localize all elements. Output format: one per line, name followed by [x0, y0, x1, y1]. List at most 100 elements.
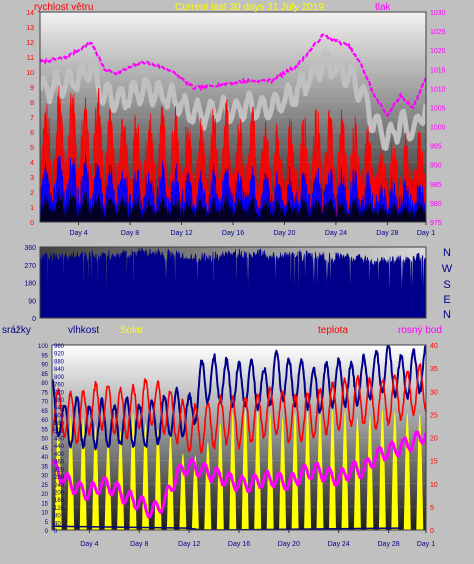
y-tick-label-left: 6	[30, 130, 34, 137]
y-tick-label-solar: 80	[54, 514, 61, 520]
y-tick-label-solar: 600	[54, 413, 65, 419]
temperature-label: teplota	[318, 325, 348, 336]
y-tick-label-solar: 840	[54, 367, 65, 373]
solar-day-bar	[204, 441, 212, 530]
y-tick-label-rain: 85	[41, 372, 48, 378]
solar-day-bar	[166, 435, 174, 530]
solar-day-bar	[254, 408, 262, 530]
y-tick-label-left: 5	[30, 145, 34, 152]
solar-day-bar	[329, 408, 336, 530]
x-tick-label: Day 28	[376, 230, 398, 237]
y-tick-label-temperature: 15	[430, 459, 438, 466]
solar-day-bar	[229, 412, 237, 530]
y-tick-label-right: 995	[430, 144, 442, 151]
y-tick-label-rain: 95	[41, 353, 48, 359]
y-tick-label-solar: 960	[54, 344, 65, 350]
y-tick-label-right: 1025	[430, 29, 446, 36]
y-tick-label-rain: 0	[45, 529, 49, 535]
y-tick-label: 270	[24, 263, 36, 270]
y-tick-label-left: 10	[26, 70, 34, 77]
solar-day-bar	[241, 408, 249, 530]
rain-label: srážky	[2, 325, 31, 336]
y-tick-label-left: 1	[30, 205, 34, 212]
solar-day-bar	[191, 454, 199, 530]
solar-day-bar	[266, 412, 274, 530]
x-tick-label: Day 1	[417, 541, 435, 548]
y-tick-label-left: 8	[30, 100, 34, 107]
humidity-label: vlhkost	[68, 325, 99, 336]
y-tick-label-solar: 120	[54, 506, 65, 512]
y-tick-label-rain: 55	[41, 427, 48, 433]
y-tick-label-solar: 0	[54, 529, 58, 535]
compass-letter-s: S	[443, 279, 450, 291]
x-tick-label: Day 24	[328, 541, 350, 548]
x-tick-label: Day 20	[278, 541, 300, 548]
y-tick-label-rain: 10	[41, 511, 48, 517]
y-tick-label: 90	[28, 298, 36, 305]
x-tick-label: Day 20	[273, 230, 295, 237]
y-tick-label-rain: 15	[41, 501, 48, 507]
y-tick-label-solar: 40	[54, 521, 61, 527]
y-tick-label-solar: 640	[54, 406, 65, 412]
y-tick-label-rain: 45	[41, 446, 48, 452]
solar-day-bar	[279, 416, 287, 530]
y-tick-label-solar: 480	[54, 437, 65, 443]
rain-series	[52, 525, 402, 530]
y-tick-label: 0	[32, 316, 36, 323]
y-tick-label-solar: 360	[54, 460, 65, 466]
y-tick-label-left: 11	[27, 55, 34, 62]
y-tick-label-right: 990	[430, 163, 442, 170]
y-tick-label-solar: 880	[54, 359, 65, 365]
pressure-band-line	[40, 51, 426, 151]
y-tick-label-right: 1005	[430, 105, 446, 112]
x-tick-label: Day 8	[121, 230, 139, 237]
y-tick-label-left: 12	[26, 40, 34, 47]
y-tick-label-solar: 320	[54, 467, 65, 473]
y-tick-label-right: 1010	[430, 86, 446, 93]
y-tick-label-left: 7	[30, 115, 34, 122]
y-tick-label-rain: 50	[41, 437, 48, 443]
x-tick-label: Day 1	[417, 230, 435, 237]
y-tick-label-solar: 680	[54, 398, 65, 404]
y-tick-label-solar: 440	[54, 444, 65, 450]
solar-day-bar	[416, 412, 424, 530]
x-tick-label: Day 12	[170, 230, 192, 237]
chart-title: Current last 30 days 31 July 2019	[175, 2, 324, 13]
x-tick-label: Day 28	[378, 541, 400, 548]
y-tick-label-solar: 280	[54, 475, 65, 481]
y-tick-label-temperature: 40	[430, 343, 438, 350]
solar-day-bar	[391, 410, 399, 530]
y-tick-label-rain: 20	[41, 492, 48, 498]
y-tick-label-left: 0	[30, 220, 34, 227]
x-tick-label: Day 16	[228, 541, 250, 548]
solar-day-bar	[378, 408, 386, 530]
y-tick-label-right: 980	[430, 201, 442, 208]
y-tick-label-right: 1015	[430, 67, 446, 74]
y-tick-label-rain: 65	[41, 409, 48, 415]
x-tick-label: Day 8	[130, 541, 148, 548]
solar-day-bar	[92, 424, 100, 530]
compass-letter-n-top: N	[443, 247, 451, 259]
wind-direction-series	[40, 247, 426, 318]
y-tick-label-rain: 30	[41, 474, 48, 480]
y-tick-label-temperature: 35	[430, 366, 438, 373]
y-tick-label-temperature: 30	[430, 389, 438, 396]
pressure-series	[40, 33, 426, 118]
compass-letter-e: E	[443, 294, 450, 306]
solar-label: Solar	[120, 325, 144, 336]
wind-speed-label: rychlost větru	[34, 2, 93, 13]
solar-day-bar	[179, 452, 187, 530]
y-tick-label-solar: 760	[54, 383, 65, 389]
y-tick-label-solar: 920	[54, 352, 65, 358]
y-tick-label-solar: 520	[54, 429, 65, 435]
y-tick-label-left: 2	[30, 190, 34, 197]
x-tick-label: Day 16	[222, 230, 244, 237]
y-tick-label-temperature: 25	[430, 412, 438, 419]
y-tick-label-solar: 720	[54, 390, 65, 396]
y-tick-label-rain: 70	[41, 400, 48, 406]
dewpoint-label: rosný bod	[398, 325, 442, 336]
y-tick-label-right: 975	[430, 220, 442, 227]
humidity-series	[52, 345, 426, 451]
